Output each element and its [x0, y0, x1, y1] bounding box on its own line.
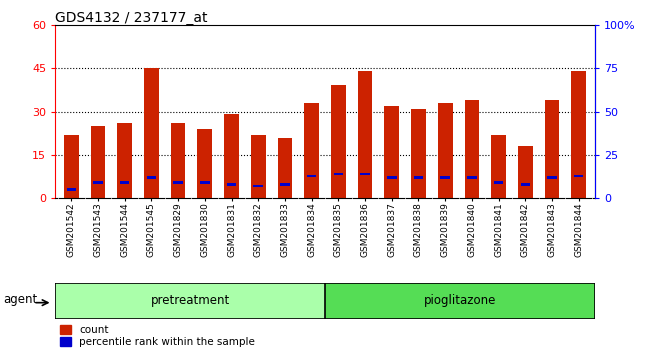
Bar — [278, 137, 292, 198]
Bar — [571, 71, 586, 198]
Bar — [93, 182, 103, 184]
Bar — [198, 129, 212, 198]
Text: pioglitazone: pioglitazone — [424, 295, 496, 307]
Bar — [280, 183, 290, 185]
Legend: count, percentile rank within the sample: count, percentile rank within the sample — [60, 325, 255, 347]
Bar — [387, 176, 396, 178]
Bar — [438, 103, 452, 198]
Text: agent: agent — [3, 293, 37, 306]
Bar — [467, 176, 476, 178]
Text: pretreatment: pretreatment — [151, 295, 229, 307]
Bar — [574, 175, 584, 177]
Bar — [521, 183, 530, 185]
Bar — [545, 100, 560, 198]
Bar — [360, 173, 370, 175]
Bar — [333, 173, 343, 175]
Bar — [304, 103, 319, 198]
Bar — [118, 123, 132, 198]
Bar — [147, 176, 156, 178]
Bar — [518, 146, 532, 198]
Bar — [358, 71, 372, 198]
Bar — [413, 176, 423, 178]
Bar — [547, 176, 557, 178]
Bar — [325, 283, 595, 319]
Bar — [384, 106, 399, 198]
Bar — [491, 135, 506, 198]
Bar — [224, 114, 239, 198]
Bar — [411, 109, 426, 198]
Bar — [331, 85, 346, 198]
Bar — [120, 182, 129, 184]
Bar — [441, 176, 450, 178]
Bar — [144, 68, 159, 198]
Bar — [494, 182, 503, 184]
Bar — [171, 123, 185, 198]
Bar — [64, 135, 79, 198]
Bar — [200, 182, 209, 184]
Bar — [90, 126, 105, 198]
Bar — [254, 185, 263, 187]
Bar — [66, 188, 76, 191]
Text: GDS4132 / 237177_at: GDS4132 / 237177_at — [55, 11, 208, 25]
Bar — [307, 175, 317, 177]
Bar — [55, 283, 325, 319]
Bar — [174, 182, 183, 184]
Bar — [227, 183, 237, 185]
Bar — [465, 100, 479, 198]
Bar — [251, 135, 266, 198]
